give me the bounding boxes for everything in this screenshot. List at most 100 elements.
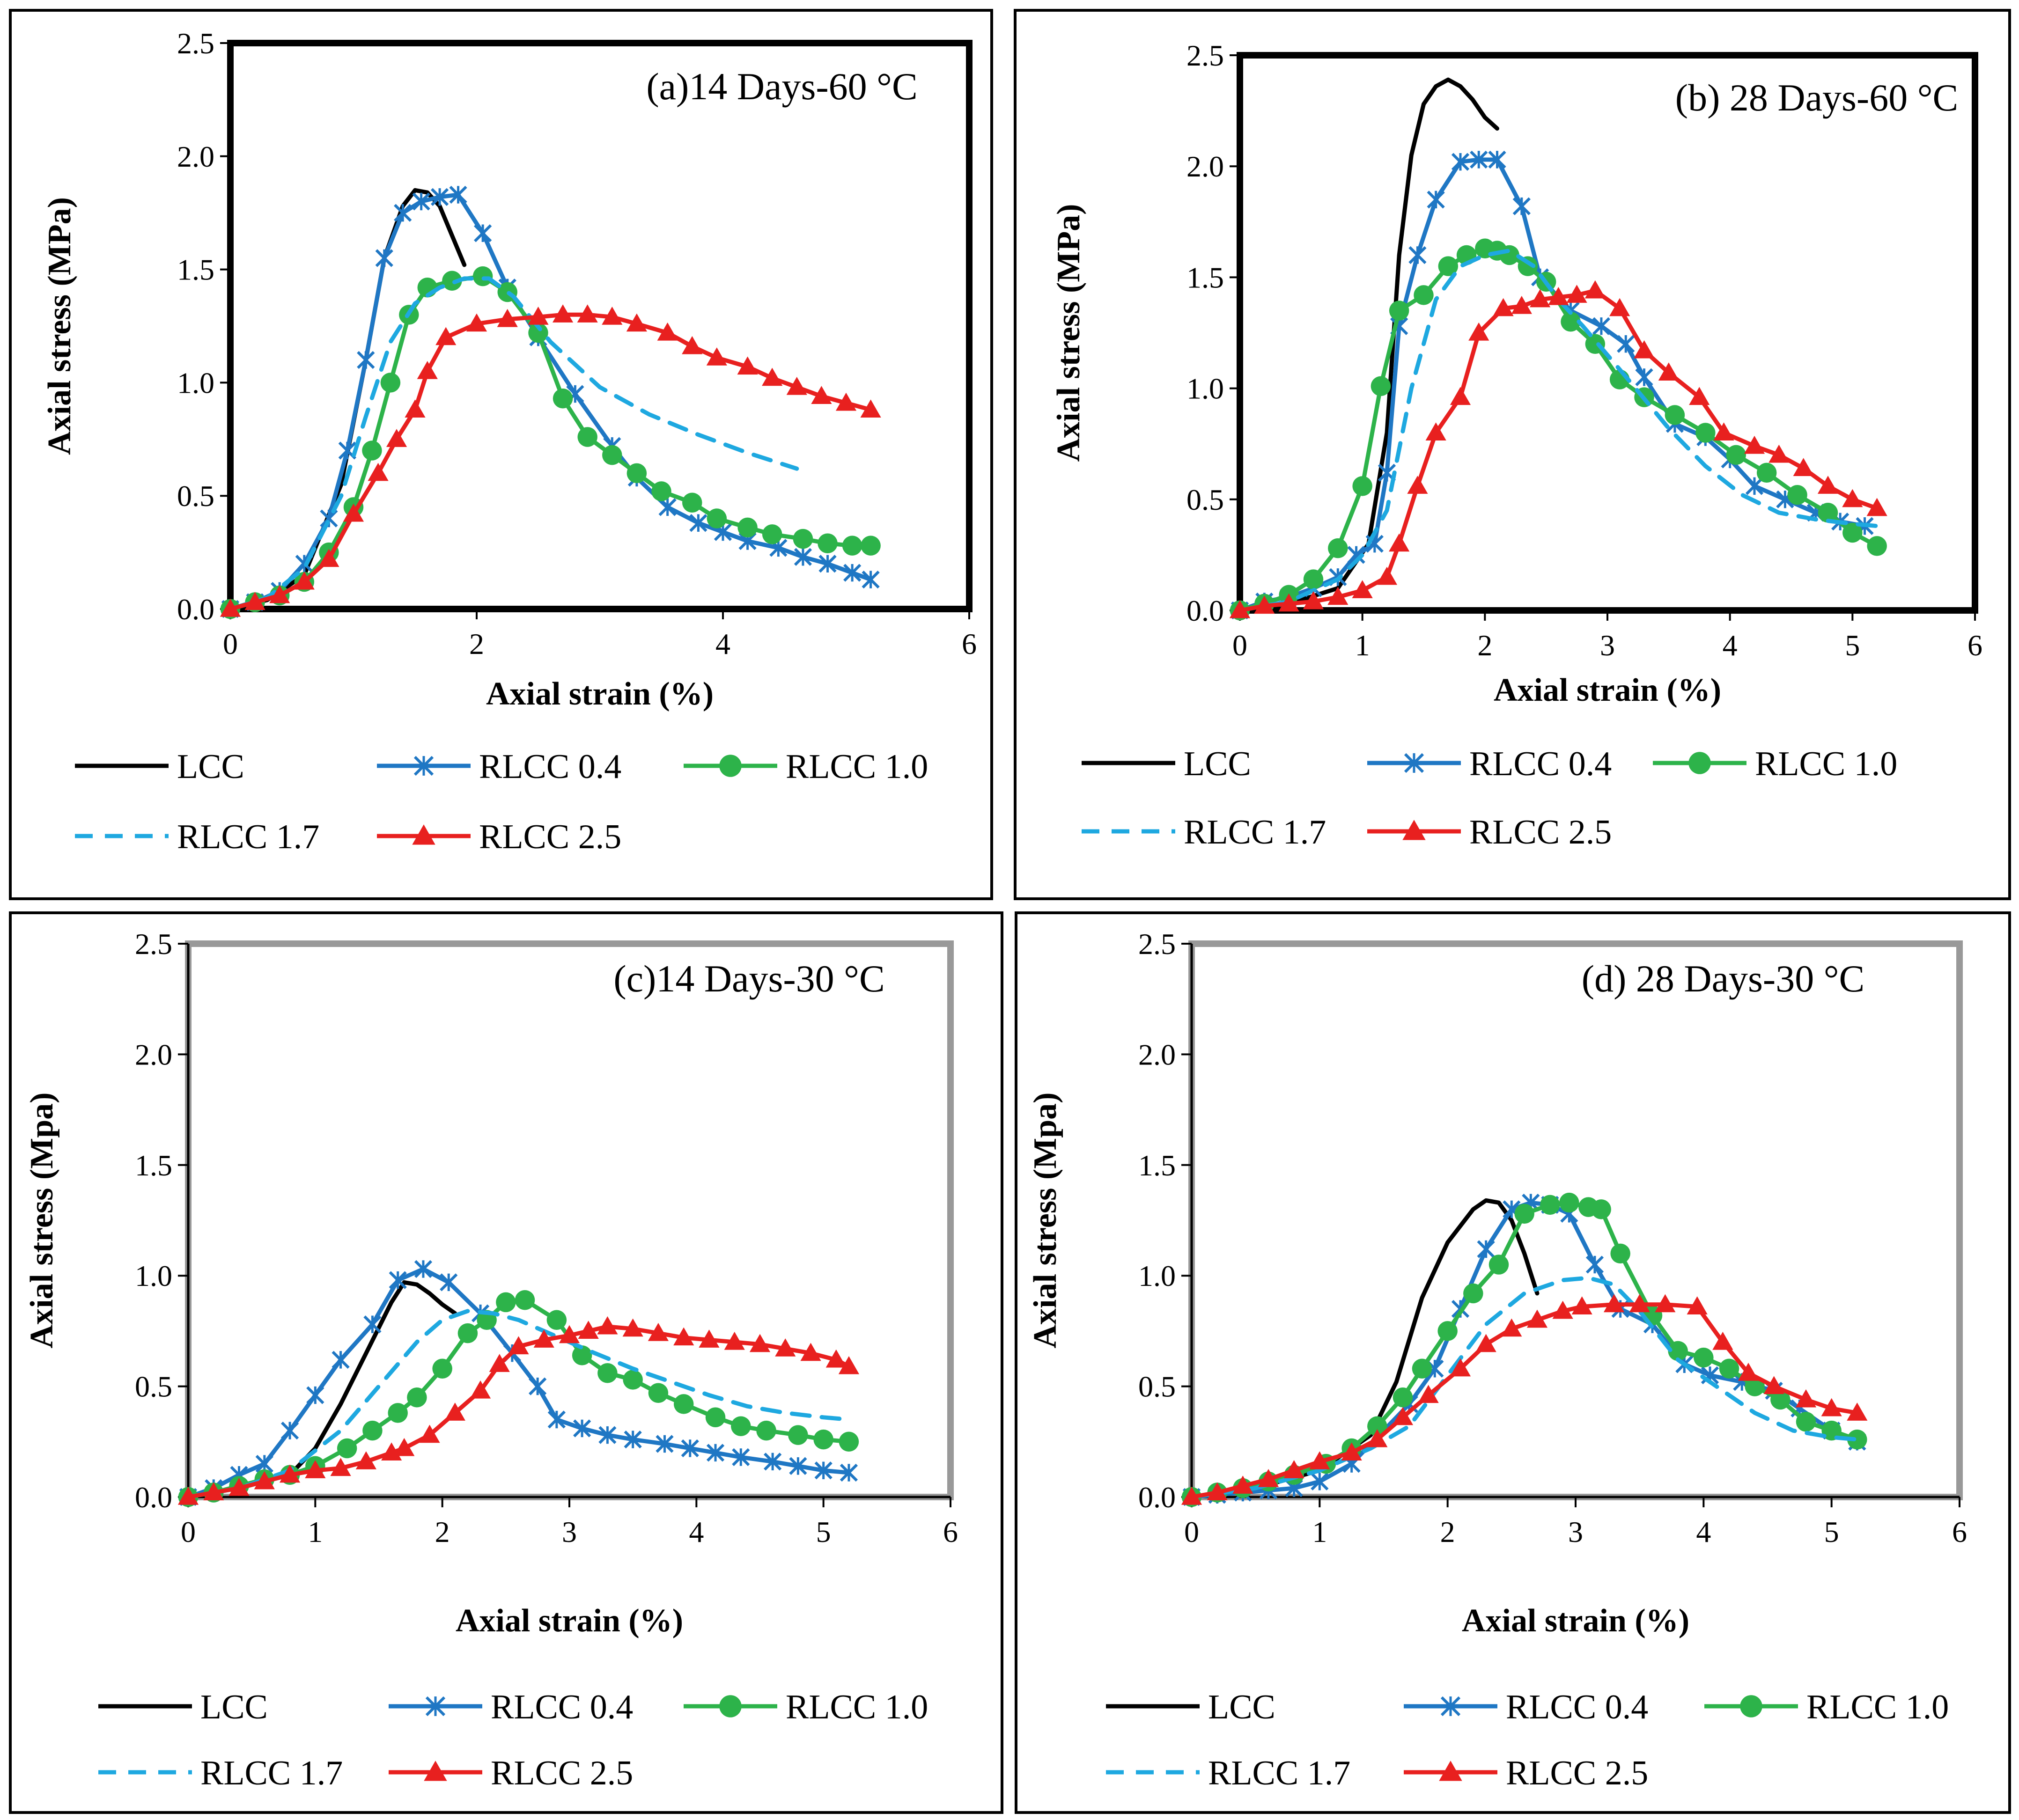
data-point-marker [572, 1345, 592, 1365]
data-point-marker [1689, 387, 1710, 405]
x-tick-label: 3 [1600, 629, 1615, 662]
data-point-marker [472, 266, 493, 286]
legend-label: RLCC 1.0 [786, 1688, 928, 1726]
data-point-marker [764, 1453, 782, 1471]
data-point-marker [394, 1438, 415, 1456]
data-point-marker [380, 373, 401, 393]
x-tick-label: 6 [1967, 629, 1982, 662]
data-point-marker [414, 1260, 433, 1278]
data-point-marker [1719, 1358, 1739, 1379]
y-axis-title: Axial stress (Mpa) [1027, 1093, 1063, 1349]
legend-label: RLCC 2.5 [1469, 813, 1612, 851]
panel-frame [9, 9, 993, 900]
legend-label: RLCC 1.0 [786, 748, 928, 786]
legend-item-r10: RLCC 1.0 [1653, 745, 1897, 783]
x-tick-label: 4 [715, 627, 730, 660]
data-point-marker [732, 1448, 750, 1467]
legend-item-r25: RLCC 2.5 [377, 818, 621, 856]
y-tick-label: 2.5 [135, 927, 172, 961]
series-line-r10 [1238, 246, 1879, 613]
data-point-marker [337, 1438, 357, 1459]
data-point-marker [814, 1461, 833, 1480]
panel-frame [1014, 9, 2011, 900]
data-point-marker [412, 824, 435, 845]
x-tick-label: 6 [1952, 1515, 1967, 1548]
data-point-marker [651, 481, 671, 501]
legend-label: RLCC 1.7 [1208, 1754, 1350, 1792]
data-point-marker [407, 1387, 427, 1408]
data-point-marker [470, 1380, 491, 1399]
y-axis-title: Axial stress (Mpa) [24, 1093, 60, 1349]
data-point-marker [1278, 593, 1299, 612]
data-point-marker [1493, 298, 1514, 316]
data-point-marker [1540, 1195, 1560, 1215]
data-point-marker [1440, 1696, 1461, 1717]
legend-item-r17: RLCC 1.7 [98, 1754, 343, 1792]
y-tick-label: 2.5 [1138, 927, 1176, 961]
data-point-marker [1207, 1482, 1228, 1501]
data-point-marker [1425, 422, 1446, 441]
data-point-marker [1770, 1389, 1791, 1410]
x-axis-title: Axial strain (%) [1494, 672, 1721, 708]
data-point-marker [737, 517, 758, 538]
series-r10 [178, 1290, 859, 1507]
data-point-marker [1566, 285, 1587, 303]
data-point-marker [1866, 498, 1887, 516]
data-point-marker [1847, 1402, 1868, 1421]
data-point-marker [425, 1696, 446, 1717]
data-point-marker [1437, 1321, 1458, 1341]
data-point-marker [559, 1325, 580, 1343]
data-point-marker [528, 323, 548, 343]
legend: LCC RLCC 0.4 RLCC 1.0 RLCC 1.7 RLCC 2.5 [75, 748, 928, 856]
data-point-marker [1488, 1255, 1509, 1275]
legend-label: RLCC 0.4 [1506, 1688, 1648, 1726]
y-tick-label: 2.0 [135, 1038, 172, 1071]
data-point-marker [1352, 580, 1373, 598]
data-point-marker [1232, 1475, 1253, 1494]
data-point-marker [1367, 1429, 1388, 1447]
series-r17 [228, 276, 799, 611]
data-point-marker [1389, 533, 1410, 552]
data-point-marker [1514, 1204, 1534, 1224]
data-point-marker [861, 536, 881, 556]
data-point-marker [508, 1336, 529, 1355]
data-point-marker [1695, 423, 1716, 443]
data-point-marker [1407, 476, 1428, 494]
data-point-marker [1787, 485, 1807, 505]
data-point-marker [577, 304, 598, 323]
legend-item-r17: RLCC 1.7 [75, 818, 319, 856]
data-point-marker [1468, 322, 1489, 341]
data-point-marker [1414, 285, 1434, 305]
data-point-marker [1439, 1761, 1462, 1781]
data-point-marker [756, 1420, 776, 1441]
data-point-marker [1634, 340, 1655, 359]
data-point-marker [294, 571, 315, 590]
series-line-r04 [1238, 157, 1867, 613]
legend-item-lcc: LCC [1106, 1688, 1275, 1726]
data-point-marker [389, 1271, 407, 1289]
y-tick-label: 2.0 [177, 140, 214, 173]
data-point-marker [1283, 1460, 1304, 1478]
x-tick-label: 6 [943, 1515, 958, 1548]
data-point-marker [1740, 1695, 1762, 1717]
data-point-marker [573, 1419, 591, 1438]
data-point-marker [1402, 820, 1426, 840]
series-line-r17 [228, 276, 799, 611]
series-r17 [186, 1309, 851, 1499]
data-point-marker [1258, 1469, 1279, 1487]
legend-item-r04: RLCC 0.4 [1367, 745, 1612, 783]
x-tick-label: 2 [435, 1515, 450, 1548]
y-tick-label: 2.0 [1186, 150, 1224, 183]
data-point-marker [1371, 376, 1391, 396]
data-point-marker [1668, 1341, 1688, 1361]
data-point-marker [412, 192, 430, 211]
data-point-marker [1818, 503, 1838, 523]
data-point-marker [699, 1329, 720, 1348]
legend-label: LCC [1208, 1688, 1275, 1726]
data-point-marker [363, 1315, 382, 1334]
legend-item-r04: RLCC 0.4 [389, 1688, 633, 1726]
data-point-marker [533, 1329, 554, 1348]
data-point-marker [1450, 387, 1471, 405]
data-point-marker [838, 1356, 860, 1374]
x-tick-label: 2 [469, 627, 484, 660]
